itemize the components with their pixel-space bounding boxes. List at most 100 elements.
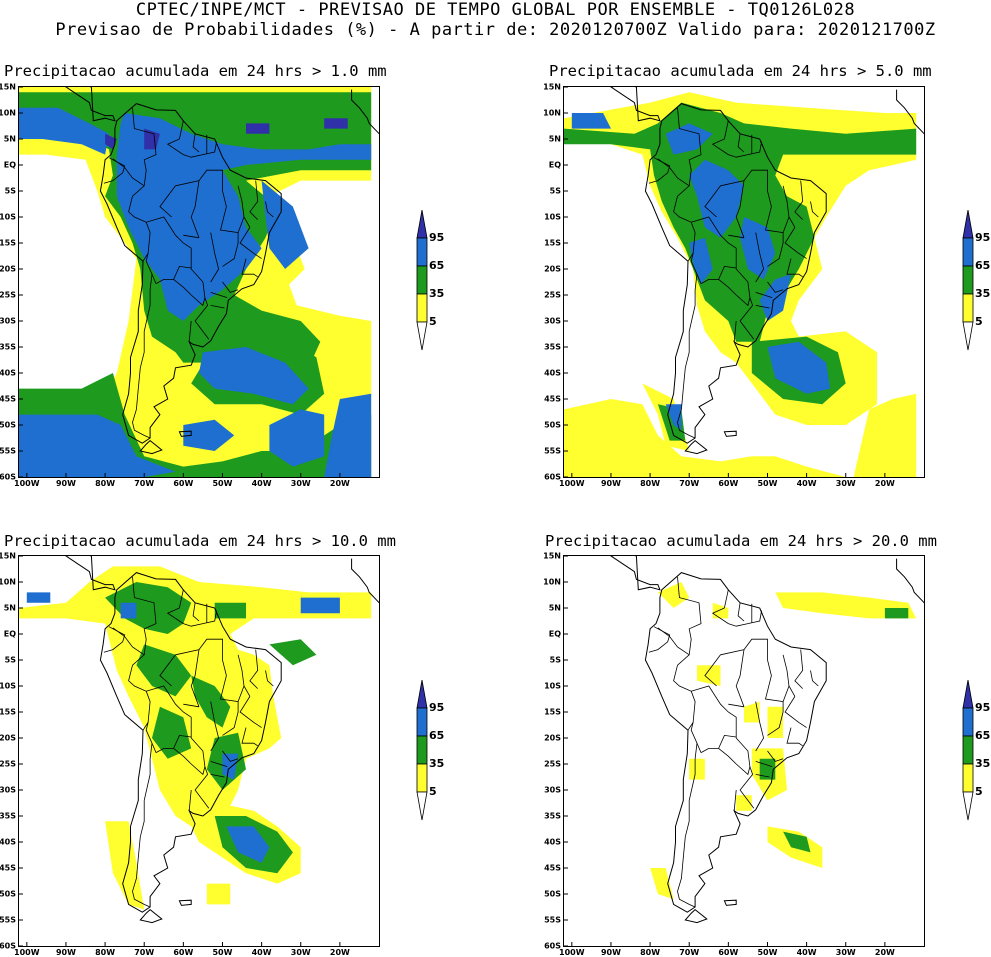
colorbar-white-arrow <box>962 321 974 351</box>
country-border <box>239 227 262 259</box>
lat-tick-label: 20S <box>0 733 16 743</box>
colorbar-svg <box>962 209 974 351</box>
lat-tick-label: 5S <box>4 655 16 665</box>
lat-tick-label: 10S <box>0 681 16 691</box>
country-border <box>755 292 773 298</box>
colorbar-20mm: 95 65 35 5 <box>962 679 991 830</box>
country-border <box>188 789 192 811</box>
lon-tick-label: 80W <box>640 948 661 957</box>
prob-zone-yellow <box>105 821 145 910</box>
prob-zone-yellow <box>689 758 705 780</box>
prob-zone-yellow <box>206 883 231 905</box>
lat-tick-label: EQ <box>548 629 561 639</box>
country-border <box>794 649 804 689</box>
country-border <box>728 703 745 708</box>
lat-tick-label: 10N <box>543 577 561 587</box>
prob-zone-green <box>269 639 317 666</box>
lat-tick-label: 25S <box>0 290 16 300</box>
colorbar-label: 35 <box>975 287 991 300</box>
colorbar-svg <box>416 209 428 351</box>
country-border <box>700 265 737 284</box>
lat-tick-label: 10S <box>544 212 561 222</box>
country-border <box>767 281 784 293</box>
panel-title-20mm: Precipitacao acumulada em 24 hrs > 20.0 … <box>545 532 937 550</box>
prob-zone-blue <box>689 237 713 285</box>
lat-tick-label: 25S <box>0 759 16 769</box>
coastline-tierra-del-fuego <box>684 439 708 455</box>
country-border <box>237 185 251 228</box>
prob-zone-blue <box>26 592 51 603</box>
country-border <box>735 180 745 238</box>
lat-tick-label: 15S <box>0 238 16 248</box>
country-border <box>782 216 790 233</box>
lat-tick-label: 45S <box>544 863 561 873</box>
coastline-south-america <box>99 103 282 444</box>
country-border <box>175 638 239 736</box>
country-border <box>737 602 745 622</box>
lon-tick-label: 50W <box>212 479 233 488</box>
prob-zone-green <box>783 831 811 853</box>
panel-title-1mm: Precipitacao acumulada em 24 hrs > 1.0 m… <box>4 62 387 80</box>
country-border <box>159 185 176 218</box>
prob-zone-green <box>152 706 192 759</box>
country-border <box>737 133 745 153</box>
country-border <box>648 626 671 653</box>
colorbar-label: 35 <box>429 757 445 770</box>
country-border <box>690 222 702 284</box>
country-border <box>166 120 217 158</box>
country-border <box>735 649 745 707</box>
country-border <box>784 696 807 728</box>
colorbar-svg <box>962 679 974 821</box>
country-border <box>142 253 149 262</box>
prob-zone-green <box>214 602 246 619</box>
lat-tick-label: 35S <box>0 811 16 821</box>
lat-tick-label: 20S <box>544 264 561 274</box>
lat-tick-label: 35S <box>544 342 561 352</box>
lat-tick-label: 10N <box>543 108 561 118</box>
lat-tick-label: 60S <box>544 941 561 951</box>
map-panel-20mm <box>563 555 925 947</box>
colorbar-yellow-segment <box>416 293 428 323</box>
lon-tick-label: 90W <box>600 479 621 488</box>
lat-tick-label: 35S <box>544 811 561 821</box>
coastline-tierra-del-fuego <box>139 439 163 455</box>
colorbar-green-segment <box>416 735 428 765</box>
country-border <box>112 158 145 187</box>
lat-tick-label: 55S <box>544 915 561 925</box>
country-border <box>241 727 258 747</box>
coastline-central-america <box>610 87 661 122</box>
lon-tick-label: 20W <box>874 948 895 957</box>
country-border <box>188 320 192 342</box>
prob-zone-yellow <box>744 701 760 723</box>
lat-tick-label: 60S <box>0 941 16 951</box>
colorbar-yellow-segment <box>962 763 974 793</box>
prob-zone-green <box>564 102 917 342</box>
lat-tick-label: EQ <box>3 629 16 639</box>
lon-tick-label: 60W <box>173 479 194 488</box>
lat-tick-label: 40S <box>0 368 16 378</box>
colorbar-label: 95 <box>429 701 445 714</box>
panel-title-5mm: Precipitacao acumulada em 24 hrs > 5.0 m… <box>549 62 932 80</box>
lat-tick-label: 5S <box>549 186 561 196</box>
colorbar-green-segment <box>962 735 974 765</box>
lon-tick-label: 30W <box>290 479 311 488</box>
lon-tick-label: 100W <box>559 479 585 488</box>
lon-tick-label: 80W <box>95 479 116 488</box>
lon-tick-label: 40W <box>796 479 817 488</box>
prob-zone-blue <box>300 597 340 614</box>
lon-tick-label: 80W <box>95 948 116 957</box>
lon-tick-label: 30W <box>290 948 311 957</box>
lat-tick-label: 30S <box>544 316 561 326</box>
country-border <box>132 743 153 908</box>
lat-tick-label: 45S <box>544 394 561 404</box>
country-border <box>782 185 796 228</box>
lat-tick-label: 45S <box>0 863 16 873</box>
lat-tick-label: 15N <box>543 82 561 92</box>
header-title-line1: CPTEC/INPE/MCT - PREVISAO DE TEMPO GLOBA… <box>135 0 856 20</box>
country-border <box>142 722 149 731</box>
prob-zone-green <box>105 582 192 634</box>
lat-tick-label: 5S <box>549 655 561 665</box>
coastline-falklands <box>723 430 737 437</box>
lat-tick-label: EQ <box>548 160 561 170</box>
colorbar-label: 95 <box>975 231 991 244</box>
